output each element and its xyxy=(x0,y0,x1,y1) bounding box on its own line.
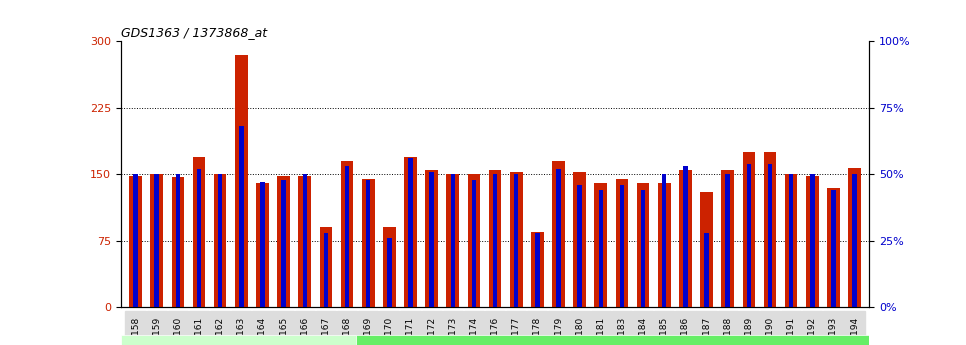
Bar xyxy=(510,172,523,307)
Bar xyxy=(725,174,730,307)
Bar xyxy=(531,232,544,307)
Bar xyxy=(387,238,391,307)
Bar xyxy=(594,183,608,307)
Bar xyxy=(784,174,798,307)
Bar xyxy=(662,174,667,307)
Bar xyxy=(366,179,370,307)
Bar xyxy=(599,190,603,307)
Bar xyxy=(700,192,713,307)
Bar xyxy=(489,170,501,307)
Bar xyxy=(514,174,519,307)
Text: GDS1363 / 1373868_at: GDS1363 / 1373868_at xyxy=(121,26,267,39)
Bar xyxy=(362,179,375,307)
Bar xyxy=(722,170,734,307)
Bar xyxy=(129,176,142,307)
Bar xyxy=(430,171,434,307)
Bar xyxy=(852,174,857,307)
Bar xyxy=(658,183,670,307)
Bar xyxy=(450,174,455,307)
Bar xyxy=(704,233,709,307)
Bar xyxy=(743,152,755,307)
Bar xyxy=(615,179,628,307)
Bar xyxy=(848,168,861,307)
Bar xyxy=(679,170,692,307)
Bar xyxy=(789,174,793,307)
Bar xyxy=(235,55,247,307)
Bar xyxy=(218,174,222,307)
Bar xyxy=(578,185,582,307)
Bar xyxy=(683,166,688,307)
Bar xyxy=(468,174,480,307)
Bar xyxy=(133,174,138,307)
Bar xyxy=(298,176,311,307)
Bar xyxy=(345,166,350,307)
Bar xyxy=(747,164,752,307)
Bar xyxy=(637,183,649,307)
Bar xyxy=(409,158,412,307)
Bar xyxy=(471,179,476,307)
FancyBboxPatch shape xyxy=(356,335,869,345)
Bar xyxy=(341,161,354,307)
Bar xyxy=(574,172,586,307)
Bar xyxy=(172,177,185,307)
Bar xyxy=(324,233,328,307)
Bar xyxy=(260,182,265,307)
Bar xyxy=(383,227,396,307)
Bar xyxy=(404,157,416,307)
Bar xyxy=(827,188,839,307)
Bar xyxy=(806,176,818,307)
Bar xyxy=(535,233,540,307)
Bar xyxy=(192,157,206,307)
Bar xyxy=(640,190,645,307)
Bar xyxy=(302,174,307,307)
Bar xyxy=(764,152,777,307)
Bar xyxy=(281,179,286,307)
Bar xyxy=(810,174,814,307)
Bar xyxy=(176,174,180,307)
Bar xyxy=(320,227,332,307)
Bar xyxy=(556,169,560,307)
Bar xyxy=(256,183,269,307)
Bar xyxy=(446,174,459,307)
Bar xyxy=(197,169,201,307)
Bar xyxy=(239,126,243,307)
Bar xyxy=(553,161,565,307)
Bar xyxy=(493,174,497,307)
Bar xyxy=(768,164,772,307)
Bar xyxy=(620,185,624,307)
Bar xyxy=(213,174,226,307)
Bar xyxy=(151,174,163,307)
Bar xyxy=(155,174,159,307)
Bar xyxy=(831,190,836,307)
Bar xyxy=(277,176,290,307)
Bar xyxy=(425,170,438,307)
FancyBboxPatch shape xyxy=(121,335,356,345)
